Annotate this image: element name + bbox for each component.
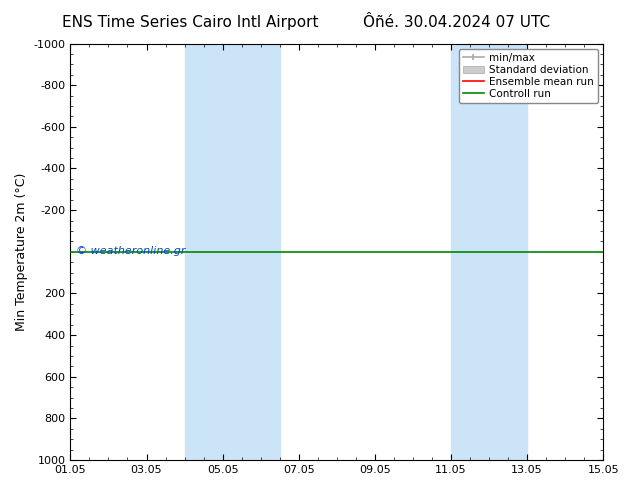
Text: ENS Time Series Cairo Intl Airport: ENS Time Series Cairo Intl Airport — [62, 15, 318, 30]
Text: Ôñé. 30.04.2024 07 UTC: Ôñé. 30.04.2024 07 UTC — [363, 15, 550, 30]
Bar — [184, 44, 280, 460]
Text: © weatheronline.gr: © weatheronline.gr — [75, 245, 185, 256]
Legend: min/max, Standard deviation, Ensemble mean run, Controll run: min/max, Standard deviation, Ensemble me… — [459, 49, 598, 103]
Y-axis label: Min Temperature 2m (°C): Min Temperature 2m (°C) — [15, 172, 28, 331]
Bar — [451, 44, 527, 460]
